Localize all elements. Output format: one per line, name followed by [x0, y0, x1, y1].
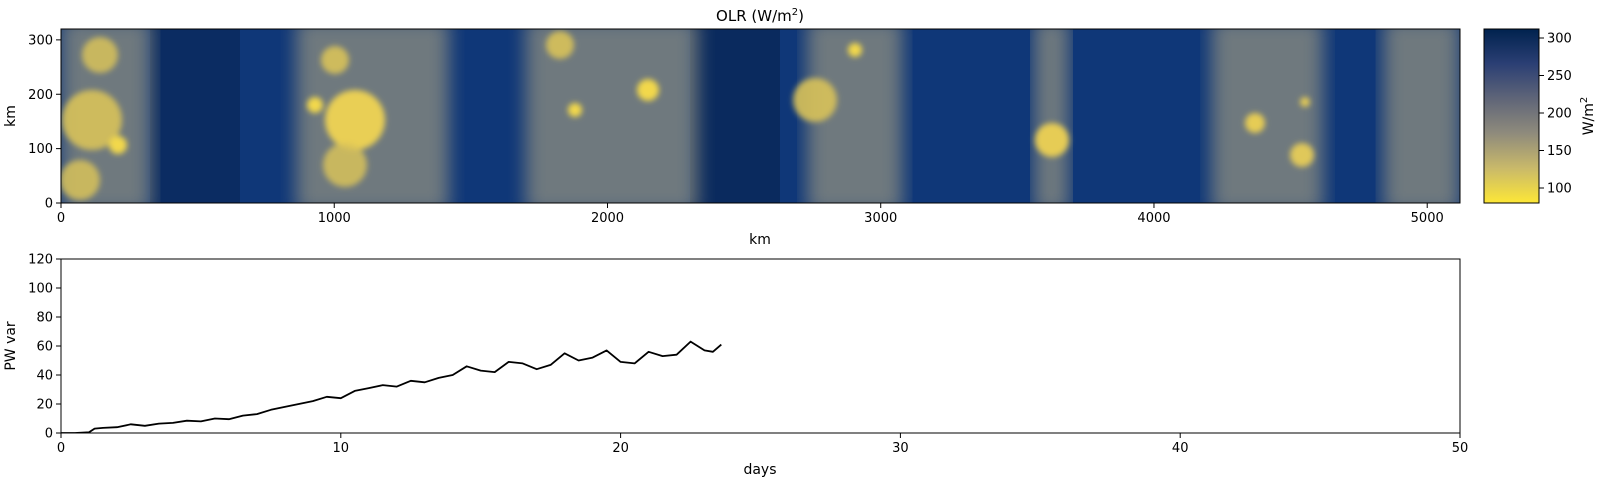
- colorbar-tick-label: 100: [1547, 182, 1572, 197]
- heatmap-x-ticks: 0 1000 2000 3000 4000 5000: [57, 203, 1444, 226]
- line-x-tick-label: 40: [1172, 441, 1189, 456]
- colorbar-ticks: 100 150 200 250 300: [1539, 32, 1572, 197]
- heatmap-x-tick-label: 3000: [864, 211, 897, 226]
- olr-colorbar: 100 150 200 250 300 W/m2: [1483, 28, 1597, 204]
- heatmap-x-label: km: [749, 232, 771, 248]
- line-x-tick-label: 0: [57, 441, 65, 456]
- line-x-label: days: [743, 462, 776, 478]
- colorbar-tick-label: 300: [1547, 32, 1572, 47]
- heatmap-y-tick-label: 200: [28, 88, 53, 103]
- line-y-tick-label: 120: [28, 253, 53, 268]
- heatmap-x-tick-label: 4000: [1137, 211, 1170, 226]
- line-y-tick-label: 80: [36, 311, 53, 326]
- line-y-tick-label: 20: [36, 398, 53, 413]
- heatmap-x-tick-label: 2000: [591, 211, 624, 226]
- line-frame: [60, 258, 1461, 434]
- heatmap-y-ticks: 0 100 200 300: [28, 33, 61, 212]
- heatmap-x-tick-label: 1000: [318, 211, 351, 226]
- heatmap-title: OLR (W/m2): [716, 7, 804, 25]
- line-y-tick-label: 0: [45, 427, 53, 442]
- convective-band: [1033, 29, 1070, 203]
- colorbar-label: W/m2: [1579, 97, 1597, 136]
- line-x-tick-label: 10: [333, 441, 350, 456]
- convective-band: [1211, 29, 1324, 203]
- line-y-ticks: 0 20 40 60 80 100 120: [28, 253, 61, 442]
- pw-var-line-panel: 0 10 20 30 40 50 0 20 40 60 80 100 120 days PW var: [3, 253, 1468, 479]
- line-x-ticks: 0 10 20 30 40 50: [57, 433, 1468, 456]
- line-x-tick-label: 20: [612, 441, 629, 456]
- line-y-tick-label: 100: [28, 282, 53, 297]
- line-y-label: PW var: [3, 321, 19, 371]
- heatmap-x-tick-label: 5000: [1411, 211, 1444, 226]
- colorbar-tick-label: 200: [1547, 107, 1572, 122]
- pw-var-line: [61, 340, 722, 433]
- colorbar-tick-label: 150: [1547, 144, 1572, 159]
- line-x-tick-label: 50: [1452, 441, 1469, 456]
- line-x-tick-label: 30: [892, 441, 909, 456]
- heatmap-y-tick-label: 0: [45, 197, 53, 212]
- heatmap-y-label: km: [3, 105, 19, 127]
- heatmap-frame: [60, 28, 1461, 204]
- convective-band: [525, 29, 698, 203]
- heatmap-field: [61, 29, 1460, 203]
- heatmap-y-tick-label: 100: [28, 142, 53, 157]
- heatmap-x-tick-label: 0: [57, 211, 65, 226]
- colorbar-bar: [1483, 28, 1540, 204]
- convective-band: [1383, 29, 1460, 203]
- colorbar-tick-label: 250: [1547, 69, 1572, 84]
- convective-cells: [61, 31, 1314, 200]
- olr-heatmap-panel: OLR (W/m2): [3, 7, 1461, 248]
- line-y-tick-label: 60: [36, 340, 53, 355]
- line-y-tick-label: 40: [36, 369, 53, 384]
- heatmap-y-tick-label: 300: [28, 33, 53, 48]
